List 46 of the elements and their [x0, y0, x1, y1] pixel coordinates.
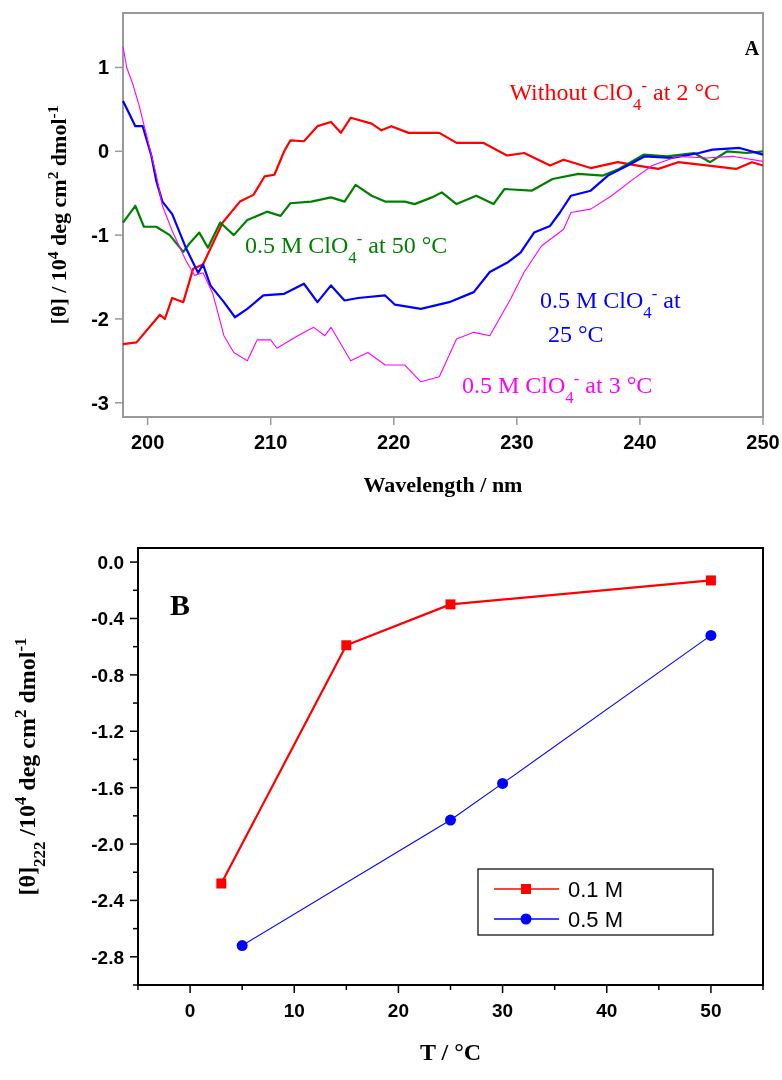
- x-tick-label: 200: [130, 431, 165, 453]
- y-tick-label: 0.0: [97, 552, 124, 574]
- point: [705, 629, 717, 641]
- point: [497, 777, 509, 789]
- point: [341, 640, 352, 651]
- y-tick-label: -2: [91, 307, 109, 330]
- line-series: [121, 99, 765, 319]
- x-tick-label: 230: [500, 431, 534, 453]
- x-tick-label: 40: [596, 1000, 618, 1021]
- x-tick-label: 30: [492, 1000, 514, 1021]
- series-label: Without ClO$_{4}$$^{-}$ at 2 °C: [509, 75, 720, 114]
- y-tick-label: -0.8: [91, 664, 124, 686]
- y-tick-label: -2.8: [91, 946, 124, 968]
- y-tick-label: -1.2: [91, 721, 124, 743]
- y-tick-label: -1.6: [91, 777, 124, 799]
- point: [445, 814, 456, 826]
- legend-label: 0.5 M: [568, 907, 624, 932]
- text: 0.5 M ClO$_{4}$$^{-}$ at 25 °C: [540, 283, 681, 347]
- y-tick-label: -2.0: [91, 834, 124, 856]
- series-label: 0.5 M ClO$_{4}$$^{-}$ at 3 °C: [462, 368, 653, 407]
- x-tick-label: 10: [283, 1000, 305, 1021]
- x-axis-title: Wavelength / nm: [363, 472, 523, 497]
- x-tick-label: 240: [623, 431, 657, 453]
- point: [216, 878, 227, 889]
- x-tick-label: 20: [387, 1000, 409, 1021]
- x-tick-label: 250: [746, 431, 780, 453]
- point: [236, 940, 248, 952]
- x-axis-title: T / °C: [419, 1039, 482, 1065]
- x-tick-label: 220: [377, 431, 411, 453]
- point: [705, 575, 716, 586]
- y-tick-label: 1: [97, 56, 109, 79]
- annotation: B: [169, 588, 191, 621]
- series-label: 0.5 M ClO$_{4}$$^{-}$ at 50 °C: [245, 228, 448, 267]
- legend-label: 0.1 M: [568, 877, 624, 902]
- y-tick-label: -2.4: [91, 890, 125, 912]
- x-tick-label: 50: [700, 1000, 722, 1021]
- x-tick-label: 210: [254, 431, 288, 453]
- line-series: [121, 150, 765, 253]
- x-tick-label: 0: [184, 1000, 196, 1021]
- annotation: A: [744, 37, 760, 59]
- y-tick-label: -1: [91, 224, 109, 247]
- y-tick-label: -0.4: [91, 608, 125, 630]
- line-series: [121, 116, 765, 346]
- point: [445, 599, 456, 610]
- y-tick-label: -3: [91, 391, 109, 414]
- y-tick-label: 0: [97, 140, 109, 163]
